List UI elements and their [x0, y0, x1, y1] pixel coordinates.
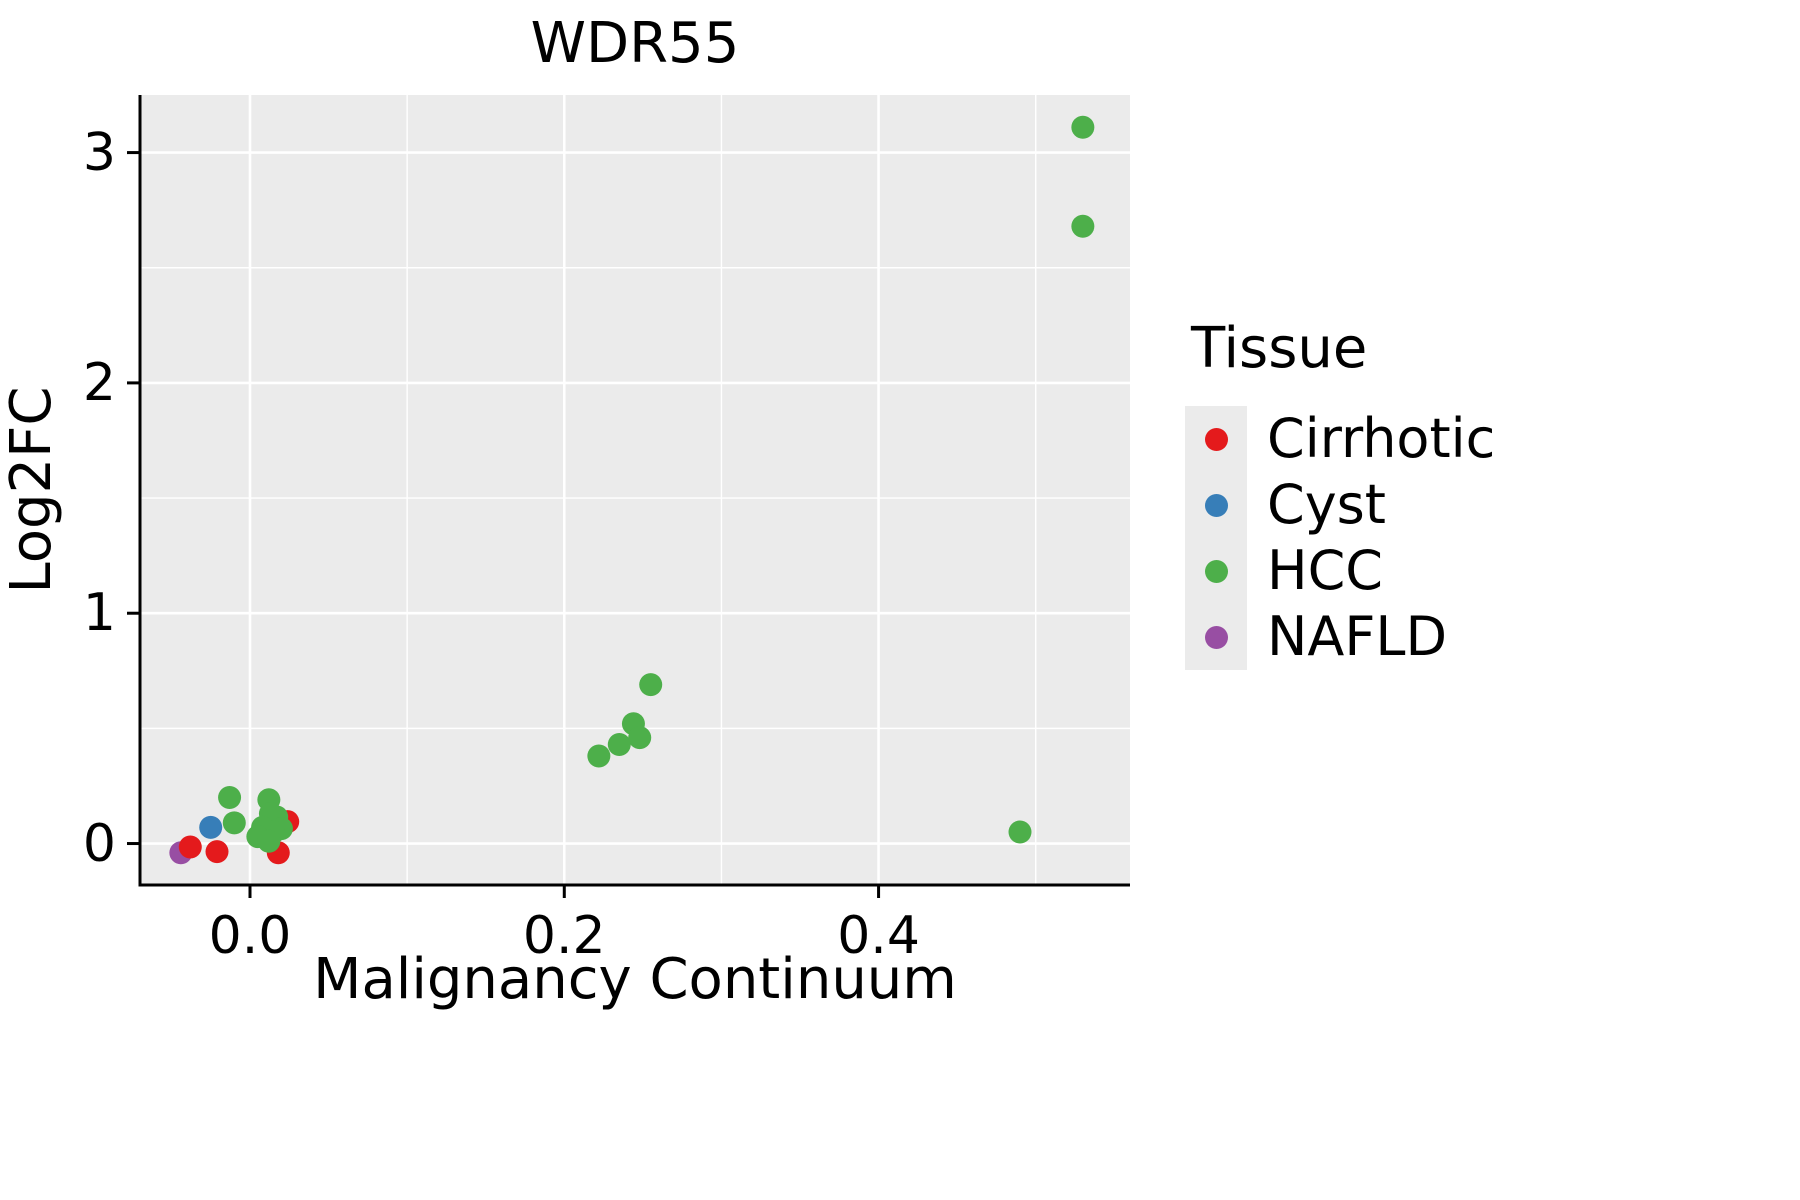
- point-hcc: [222, 811, 246, 835]
- point-hcc: [257, 829, 281, 853]
- x-tick-label: 0.4: [837, 906, 920, 966]
- scatter-points: [169, 115, 1095, 865]
- legend-entry-hcc: HCC: [1185, 538, 1495, 604]
- legend-entry-nafld: NAFLD: [1185, 604, 1495, 670]
- major-gridlines: [140, 95, 1130, 885]
- point-hcc: [628, 726, 652, 750]
- point-hcc: [639, 673, 663, 697]
- y-tick-label: 1: [82, 583, 116, 644]
- plot-panel-background: [140, 95, 1130, 885]
- legend-key-box: [1185, 406, 1247, 472]
- x-tick-label: 0.0: [208, 906, 292, 966]
- legend-label: Cirrhotic: [1267, 407, 1496, 470]
- x-axis-label: Malignancy Continuum: [313, 947, 957, 1012]
- legend-key-box: [1185, 472, 1247, 538]
- point-cirrhotic: [178, 835, 202, 859]
- legend: Tissue Cirrhotic Cyst HCC NAFLD: [1185, 318, 1495, 670]
- legend-label: Cyst: [1267, 473, 1386, 536]
- point-cirrhotic: [205, 840, 229, 864]
- y-tick-label: 3: [82, 122, 116, 183]
- minor-gridlines: [140, 95, 1130, 885]
- axis-tick-marks: [127, 151, 881, 898]
- y-tick-label: 0: [82, 813, 116, 874]
- legend-key-box: [1185, 538, 1247, 604]
- point-cyst: [199, 815, 223, 839]
- legend-title: Tissue: [1191, 316, 1368, 381]
- cirrhotic-dot-icon: [1204, 427, 1228, 451]
- x-tick-label: 0.2: [522, 906, 606, 966]
- point-hcc: [607, 733, 631, 757]
- legend-entry-cyst: Cyst: [1185, 472, 1495, 538]
- legend-label: NAFLD: [1267, 605, 1448, 668]
- legend-label: HCC: [1267, 539, 1384, 602]
- hcc-dot-icon: [1204, 559, 1228, 583]
- chart-title: WDR55: [530, 11, 740, 76]
- cyst-dot-icon: [1204, 493, 1228, 517]
- legend-key-box: [1185, 604, 1247, 670]
- legend-entry-cirrhotic: Cirrhotic: [1185, 406, 1495, 472]
- point-hcc: [1071, 115, 1095, 139]
- point-hcc: [1008, 820, 1032, 844]
- y-tick-label: 2: [82, 352, 116, 413]
- nafld-dot-icon: [1204, 625, 1228, 649]
- point-hcc: [1071, 214, 1095, 238]
- point-hcc: [587, 744, 611, 768]
- point-hcc: [218, 785, 242, 809]
